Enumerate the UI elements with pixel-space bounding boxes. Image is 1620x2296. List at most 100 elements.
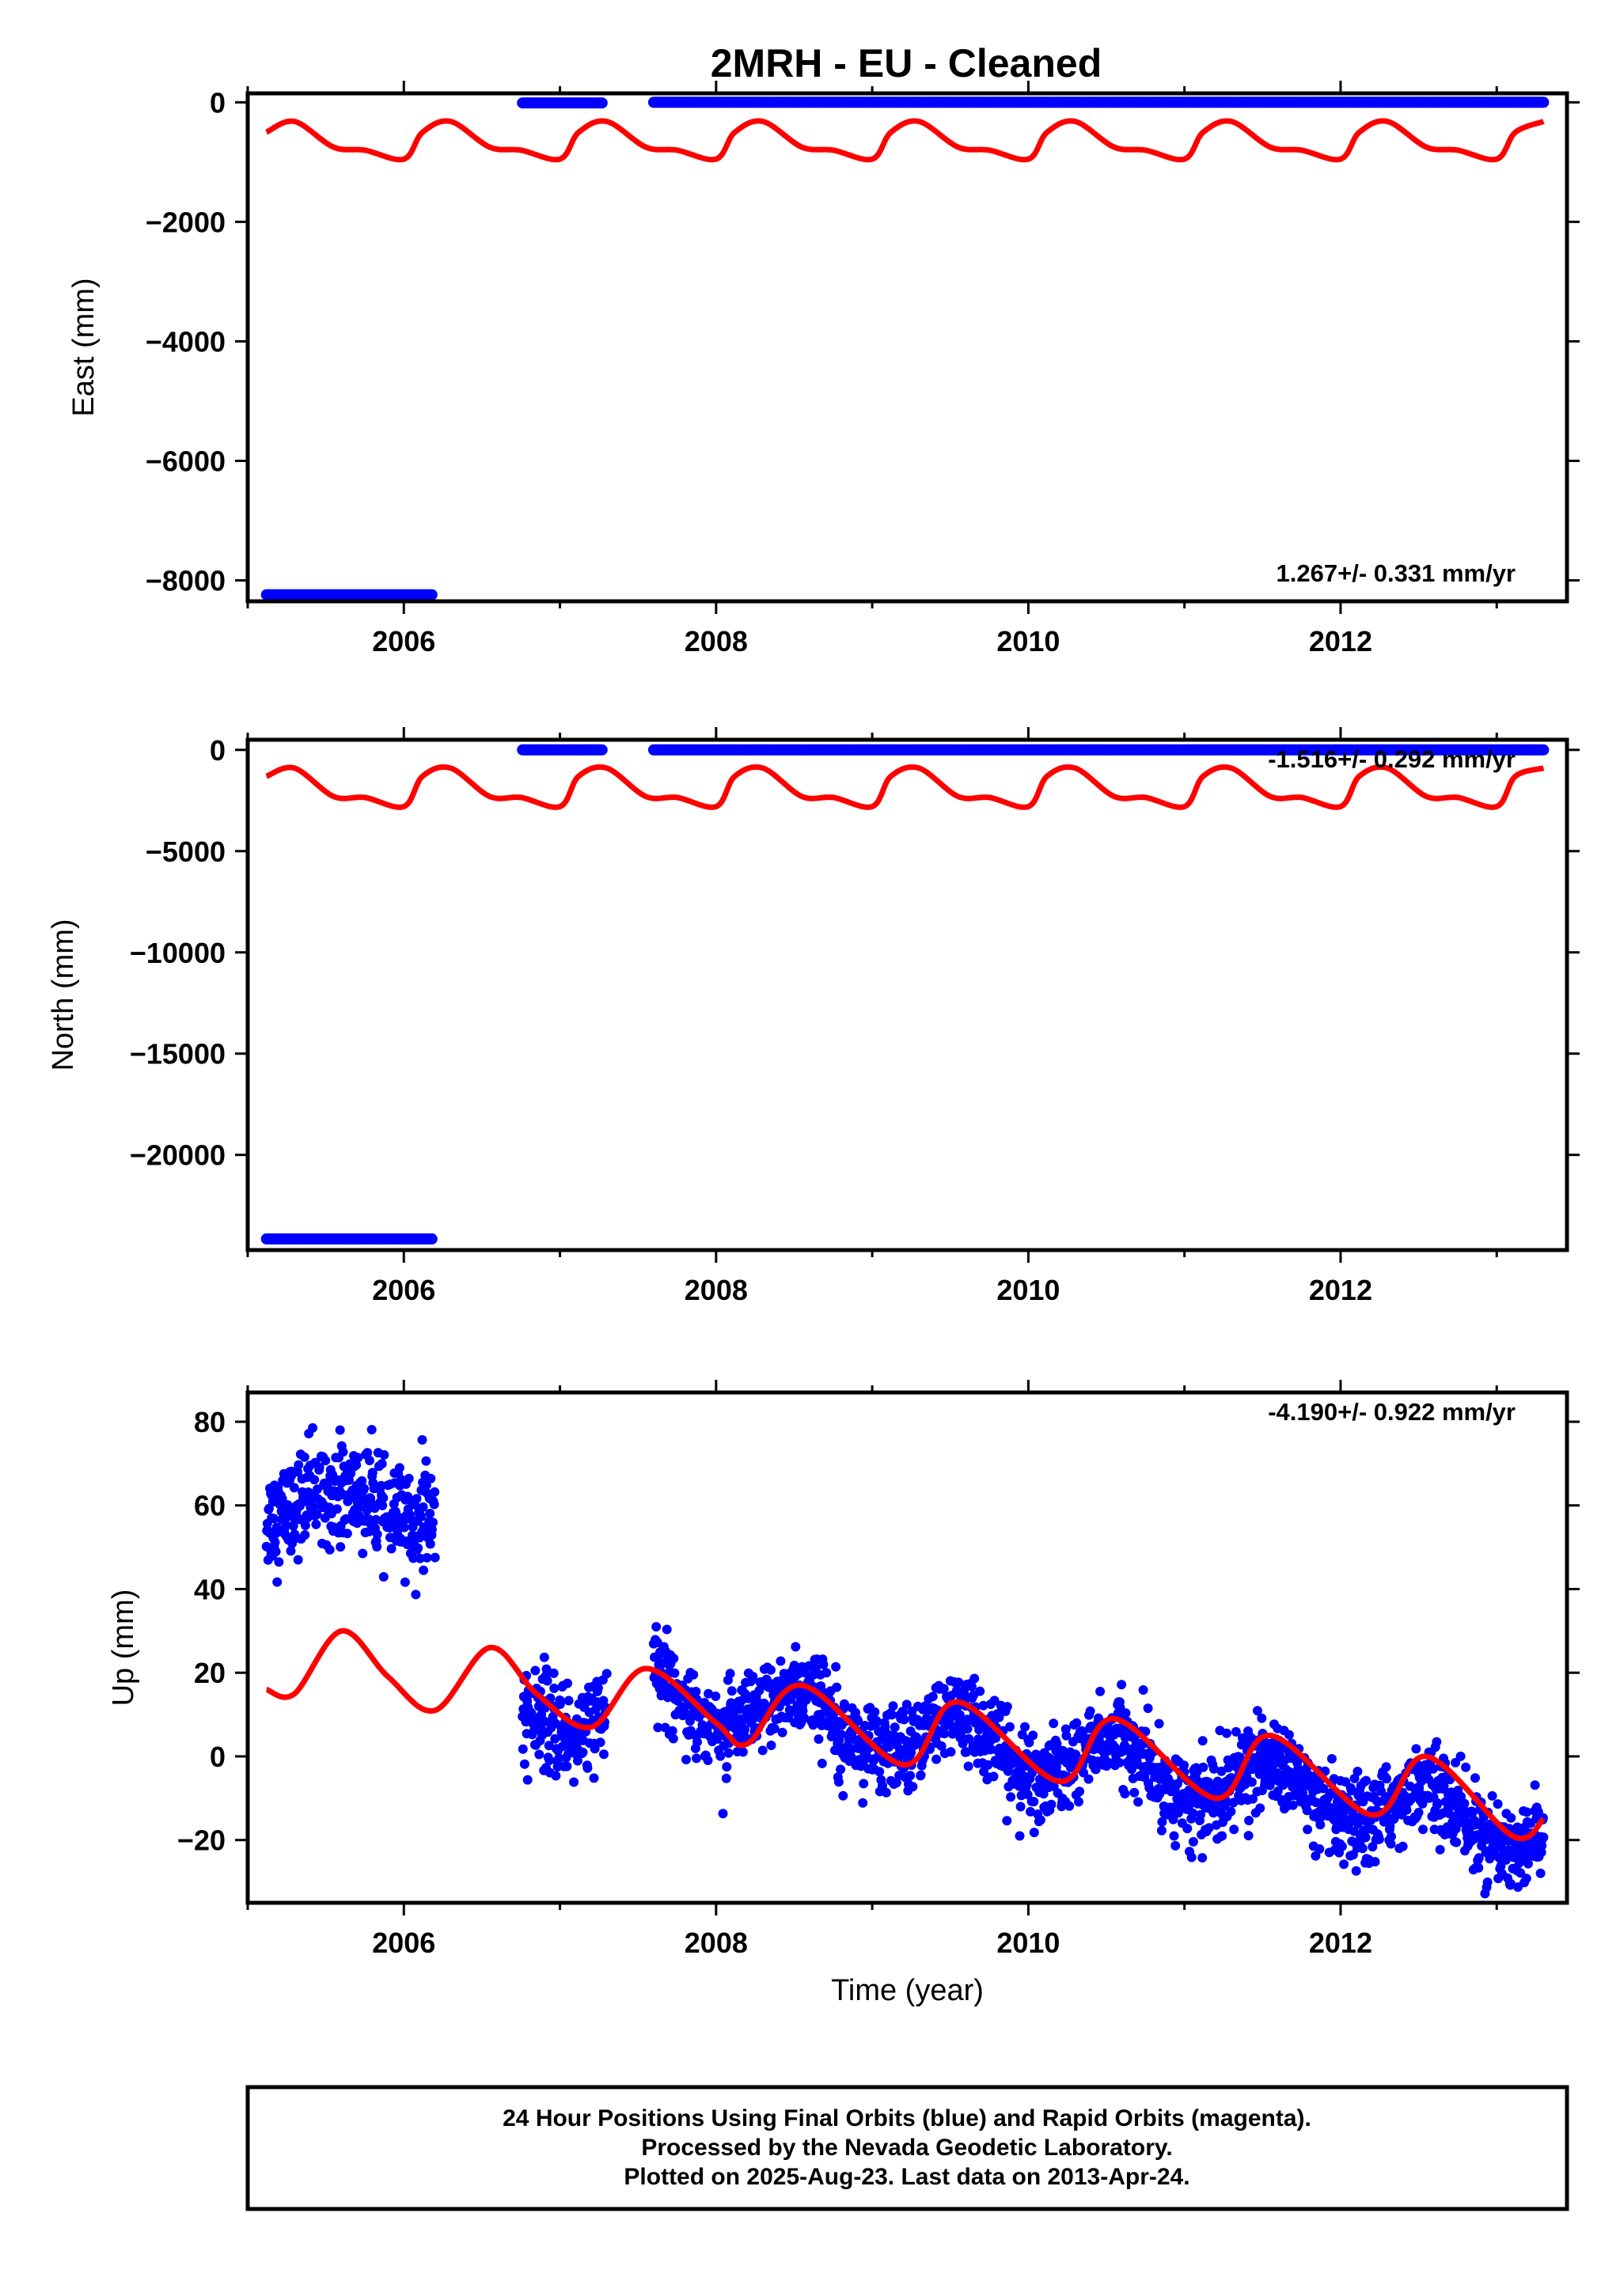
x-tick-label: 2008 — [685, 1927, 748, 1959]
data-point — [1318, 1783, 1329, 1794]
y-tick-label: −20 — [177, 1824, 226, 1857]
data-point — [1117, 1680, 1127, 1690]
data-point — [901, 1736, 911, 1746]
data-point — [1143, 1703, 1153, 1714]
data-point — [975, 1686, 985, 1696]
data-segment — [648, 1622, 1549, 1926]
data-point — [544, 1756, 555, 1765]
y-tick-label: −4000 — [146, 325, 226, 358]
data-point — [578, 1747, 588, 1757]
data-point — [1467, 1808, 1478, 1818]
data-point — [651, 1622, 662, 1632]
data-point — [1188, 1836, 1198, 1847]
data-point — [668, 1733, 678, 1744]
data-point — [1315, 1844, 1325, 1854]
data-point — [1509, 1916, 1519, 1926]
data-point — [899, 1714, 909, 1725]
data-point — [1174, 1805, 1184, 1815]
data-point — [874, 1767, 885, 1777]
footer-line-2: Processed by the Nevada Geodetic Laborat… — [641, 2135, 1172, 2161]
data-point — [969, 1673, 980, 1684]
data-point — [302, 1513, 313, 1523]
footer-frame — [245, 2085, 1569, 2211]
y-tick-label: −5000 — [146, 835, 226, 868]
data-point — [426, 589, 438, 601]
data-point — [963, 1761, 973, 1771]
x-axis: 2006 2008 2010 2012 — [246, 81, 1498, 657]
data-point — [1368, 1842, 1378, 1852]
data-point — [370, 1503, 380, 1514]
north-panel: 2006 2008 2010 2012 0 −5000 −10000 −15000 −20000… — [47, 727, 1580, 1306]
data-point — [351, 1460, 362, 1470]
data-point — [888, 1701, 898, 1711]
data-point — [1451, 1837, 1462, 1847]
data-point — [939, 1729, 950, 1739]
data-point — [1035, 1815, 1045, 1825]
data-point — [983, 1760, 993, 1770]
data-point — [871, 1715, 882, 1726]
data-point — [738, 1747, 748, 1757]
data-point — [379, 1449, 389, 1460]
data-point — [1220, 1798, 1231, 1809]
data-point — [757, 1745, 768, 1756]
data-point — [870, 1707, 880, 1717]
data-point — [837, 1730, 847, 1740]
data-point — [417, 1434, 427, 1445]
data-point — [342, 1529, 352, 1539]
data-point — [816, 1681, 826, 1692]
data-point — [1413, 1807, 1424, 1817]
y-tick-label: −20000 — [130, 1139, 226, 1172]
data-point — [1315, 1820, 1326, 1830]
data-point — [426, 1473, 436, 1483]
data-point — [595, 1737, 605, 1748]
data-point — [429, 1499, 439, 1510]
x-tick-label: 2006 — [372, 1274, 435, 1306]
data-point — [1235, 1752, 1245, 1763]
data-point — [573, 1756, 582, 1766]
data-point — [1386, 1839, 1396, 1849]
x-tick-label: 2010 — [996, 1274, 1060, 1306]
data-point — [727, 1686, 737, 1696]
data-point — [321, 1456, 331, 1466]
data-point — [692, 1753, 701, 1764]
data-point — [542, 1676, 552, 1686]
data-point — [1020, 1722, 1030, 1732]
data-point — [721, 1773, 731, 1783]
data-segment — [261, 1423, 440, 1600]
data-point — [419, 1565, 429, 1575]
data-point — [1284, 1730, 1294, 1740]
data-point — [689, 1669, 699, 1680]
data-point — [858, 1798, 868, 1808]
rate-label: -1.516+/- 0.292 mm/yr — [1268, 745, 1516, 773]
y-tick-label: 60 — [194, 1490, 226, 1522]
data-point — [1349, 1826, 1359, 1836]
data-point — [1138, 1685, 1148, 1695]
data-point — [308, 1423, 318, 1433]
data-point — [791, 1642, 801, 1652]
data-point — [1226, 1806, 1236, 1817]
data-point — [1411, 1744, 1421, 1754]
data-point — [563, 1678, 572, 1688]
data-point — [1198, 1762, 1208, 1772]
data-point — [776, 1656, 786, 1666]
data-point — [366, 1425, 377, 1434]
data-point — [1002, 1702, 1012, 1712]
data-point — [1121, 1708, 1131, 1718]
data-point — [299, 1452, 309, 1462]
y-axis-label: East (mm) — [67, 278, 101, 416]
plot-area — [260, 744, 1550, 1245]
data-point — [1208, 1764, 1219, 1774]
data-point — [415, 1512, 426, 1522]
data-point — [1071, 1749, 1081, 1760]
data-point — [1078, 1727, 1088, 1737]
x-tick-label: 2006 — [372, 625, 435, 657]
footer-box: 24 Hour Positions Using Final Orbits (bl… — [245, 2085, 1569, 2211]
data-point — [946, 1747, 956, 1757]
data-point — [1114, 1757, 1125, 1767]
data-point — [289, 1483, 299, 1493]
y-tick-label: 0 — [210, 86, 226, 119]
data-point — [293, 1467, 303, 1477]
data-point — [1382, 1774, 1392, 1784]
data-point — [336, 1542, 346, 1552]
data-point — [1157, 1817, 1167, 1827]
